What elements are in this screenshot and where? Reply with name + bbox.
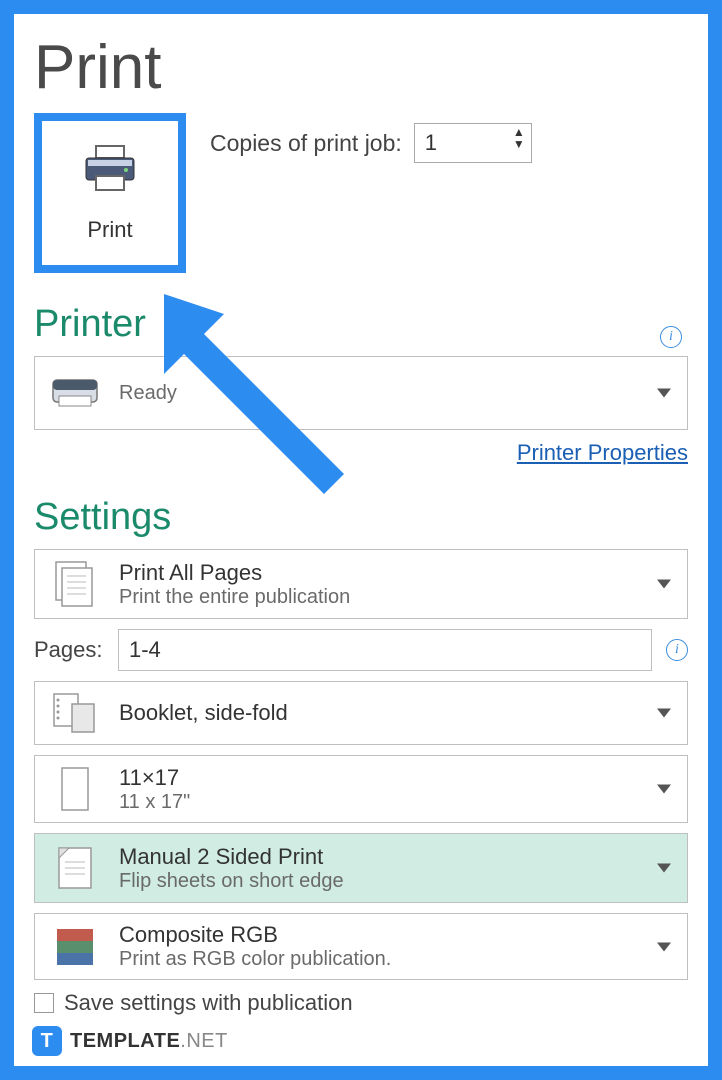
pages-input[interactable]: 1-4 xyxy=(118,629,652,671)
chevron-down-icon xyxy=(657,864,671,873)
setting-sub: 11 x 17" xyxy=(119,791,190,814)
print-panel: Print Print Copies of print job: 1 ▲ xyxy=(14,14,708,1066)
rgb-swatch-icon xyxy=(47,925,103,969)
copies-value: 1 xyxy=(425,130,437,156)
pages-value: 1-4 xyxy=(129,637,161,663)
watermark-logo-icon: T xyxy=(32,1026,62,1056)
copies-row: Copies of print job: 1 ▲ ▼ xyxy=(210,123,532,163)
spinner-down-icon[interactable]: ▼ xyxy=(513,139,525,149)
printer-device-icon xyxy=(47,374,103,412)
printer-icon xyxy=(80,144,140,199)
setting-paper-size[interactable]: 11×17 11 x 17" xyxy=(34,755,688,823)
printer-selector[interactable]: Ready xyxy=(34,356,688,430)
duplex-icon xyxy=(47,842,103,894)
print-button-label: Print xyxy=(87,217,132,243)
copies-label: Copies of print job: xyxy=(210,130,402,157)
settings-heading: Settings xyxy=(34,496,688,539)
print-button[interactable]: Print xyxy=(34,113,186,273)
save-settings-label: Save settings with publication xyxy=(64,990,353,1016)
printer-info-icon[interactable]: i xyxy=(660,326,682,348)
chevron-down-icon xyxy=(657,785,671,794)
save-settings-checkbox[interactable] xyxy=(34,993,54,1013)
setting-title: Booklet, side-fold xyxy=(119,700,288,726)
printer-status: Ready xyxy=(119,382,177,405)
page-title: Print xyxy=(34,32,688,103)
setting-title: Print All Pages xyxy=(119,560,350,586)
save-settings-row: Save settings with publication xyxy=(34,990,688,1016)
printer-properties-link[interactable]: Printer Properties xyxy=(517,440,688,465)
setting-layout[interactable]: Booklet, side-fold xyxy=(34,681,688,745)
setting-sub: Flip sheets on short edge xyxy=(119,870,344,893)
watermark-brand: TEMPLATE xyxy=(70,1030,180,1052)
pages-info-icon[interactable]: i xyxy=(666,639,688,661)
setting-sub: Print the entire publication xyxy=(119,586,350,609)
pages-row: Pages: 1-4 i xyxy=(34,629,688,671)
print-row: Print Copies of print job: 1 ▲ ▼ xyxy=(34,113,688,273)
setting-title: Manual 2 Sided Print xyxy=(119,844,344,870)
setting-sub: Print as RGB color publication. xyxy=(119,948,391,971)
chevron-down-icon xyxy=(657,580,671,589)
spinner-up-icon[interactable]: ▲ xyxy=(513,127,525,137)
setting-title: 11×17 xyxy=(119,765,190,791)
watermark-suffix: .NET xyxy=(180,1030,228,1052)
chevron-down-icon xyxy=(657,709,671,718)
chevron-down-icon xyxy=(657,389,671,398)
printer-properties-row: Printer Properties xyxy=(34,440,688,466)
setting-print-range[interactable]: Print All Pages Print the entire publica… xyxy=(34,549,688,619)
setting-color[interactable]: Composite RGB Print as RGB color publica… xyxy=(34,913,688,980)
page-icon xyxy=(47,764,103,814)
setting-duplex[interactable]: Manual 2 Sided Print Flip sheets on shor… xyxy=(34,833,688,903)
booklet-icon xyxy=(47,690,103,736)
watermark: T TEMPLATE.NET xyxy=(32,1026,228,1056)
copies-input[interactable]: 1 ▲ ▼ xyxy=(414,123,532,163)
chevron-down-icon xyxy=(657,942,671,951)
pages-stack-icon xyxy=(47,558,103,610)
copies-spinner[interactable]: ▲ ▼ xyxy=(513,127,525,149)
pages-label: Pages: xyxy=(34,637,104,663)
printer-heading: Printer xyxy=(34,303,688,346)
setting-title: Composite RGB xyxy=(119,922,391,948)
